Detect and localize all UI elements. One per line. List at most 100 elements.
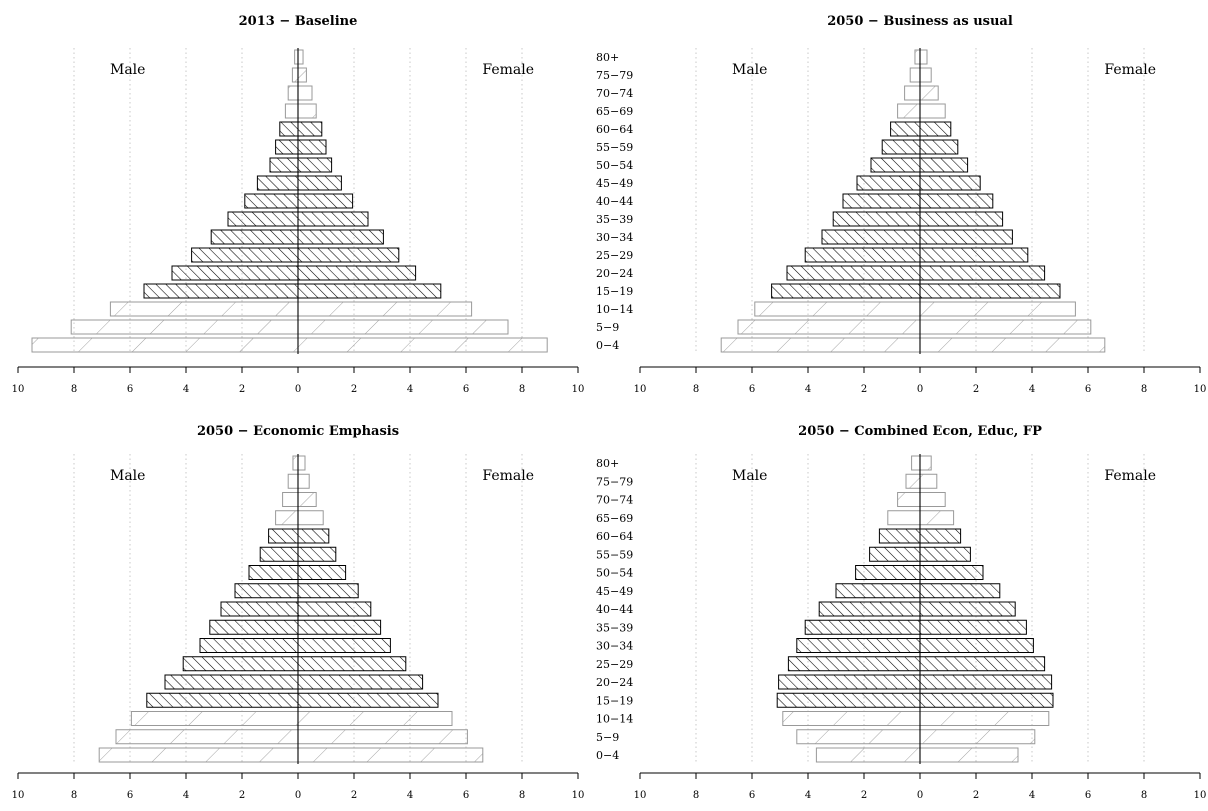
bar-female-70−74	[919, 492, 946, 507]
age-label-65−69: 65−69	[596, 512, 633, 525]
bar-female-25−29	[919, 247, 1029, 263]
bar-male-15−19	[776, 692, 921, 708]
bar-female-30−34	[297, 229, 384, 245]
pyramid-panel-3: 2050 − Economic Emphasis Male Female 10 8 6 4 2…	[12, 424, 585, 801]
bar-female-20−24	[297, 265, 417, 281]
age-label-30−34: 30−34	[596, 231, 633, 244]
bar-female-15−19	[919, 692, 1054, 708]
bar-female-75−79	[919, 473, 938, 489]
x-tick-label: 10	[572, 790, 585, 801]
bar-female-0−4	[919, 337, 1106, 353]
female-label: Female	[482, 468, 534, 484]
x-tick-label: 0	[917, 384, 923, 395]
bar-female-65−69	[919, 510, 955, 526]
age-label-20−24: 20−24	[596, 676, 633, 689]
x-tick-label: 0	[295, 790, 301, 801]
age-label-50−54: 50−54	[596, 159, 633, 172]
bar-female-80+	[919, 49, 928, 65]
bar-female-10−14	[297, 711, 453, 726]
bar-female-45−49	[919, 175, 981, 191]
bar-female-55−59	[297, 546, 337, 562]
bar-male-70−74	[287, 85, 299, 101]
bar-male-15−19	[146, 692, 299, 708]
bar-female-80+	[297, 49, 304, 65]
bar-female-75−79	[919, 67, 932, 83]
bar-male-5−9	[796, 729, 921, 745]
male-label: Male	[732, 468, 767, 484]
x-tick-label: 10	[12, 790, 25, 801]
bar-male-40−44	[818, 601, 921, 617]
bar-female-5−9	[297, 729, 468, 745]
bar-male-0−4	[31, 337, 299, 353]
age-label-60−64: 60−64	[596, 123, 633, 136]
bar-female-35−39	[919, 619, 1027, 635]
bar-female-10−14	[297, 301, 473, 317]
x-tick-label: 2	[861, 790, 867, 801]
bar-female-20−24	[919, 674, 1053, 690]
x-tick-label: 6	[463, 384, 469, 395]
age-label-55−59: 55−59	[596, 548, 633, 561]
bar-male-50−54	[855, 565, 921, 580]
bar-male-60−64	[268, 528, 299, 544]
bar-male-55−59	[275, 139, 299, 155]
bar-female-40−44	[919, 601, 1016, 617]
bar-male-0−4	[815, 747, 921, 763]
bar-male-70−74	[282, 492, 299, 507]
bar-male-20−24	[786, 265, 921, 281]
bar-male-80+	[914, 49, 921, 65]
bar-male-15−19	[771, 283, 921, 299]
bar-female-45−49	[297, 175, 342, 191]
age-label-40−44: 40−44	[596, 195, 633, 208]
age-label-50−54: 50−54	[596, 567, 633, 580]
bar-male-75−79	[905, 473, 921, 489]
x-tick-label: 10	[1194, 384, 1207, 395]
age-label-15−19: 15−19	[596, 285, 633, 298]
x-tick-label: 8	[1141, 384, 1147, 395]
bar-male-65−69	[897, 103, 921, 119]
age-label-75−79: 75−79	[596, 475, 633, 488]
female-label: Female	[1104, 62, 1156, 78]
bar-female-5−9	[919, 319, 1092, 335]
x-tick-label: 4	[183, 384, 189, 395]
bar-female-45−49	[297, 583, 359, 599]
bar-female-45−49	[919, 583, 1001, 599]
x-tick-label: 4	[805, 790, 811, 801]
x-tick-label: 10	[572, 384, 585, 395]
bar-female-55−59	[297, 139, 327, 155]
age-label-35−39: 35−39	[596, 213, 633, 226]
age-label-80+: 80+	[596, 457, 619, 470]
bar-male-5−9	[737, 319, 921, 335]
bar-male-50−54	[870, 157, 921, 173]
bar-male-25−29	[804, 247, 921, 263]
age-label-40−44: 40−44	[596, 603, 633, 616]
bar-male-60−64	[279, 121, 299, 137]
pyramid-panel-2: 2050 − Business as usual Male Female 0−4 5−9…	[596, 14, 1206, 395]
x-tick-label: 2	[351, 790, 357, 801]
bar-male-45−49	[835, 583, 921, 599]
bar-female-15−19	[297, 692, 439, 708]
age-label-10−14: 10−14	[596, 303, 633, 316]
x-tick-label: 8	[519, 790, 525, 801]
bar-female-50−54	[919, 157, 969, 173]
bar-male-80+	[292, 455, 299, 471]
bar-male-25−29	[787, 656, 921, 672]
bar-female-80+	[919, 455, 932, 471]
x-tick-label: 4	[805, 384, 811, 395]
female-label: Female	[482, 62, 534, 78]
bar-female-15−19	[297, 283, 442, 299]
bar-female-70−74	[297, 85, 313, 101]
bar-female-35−39	[297, 619, 382, 635]
x-tick-label: 4	[407, 384, 413, 395]
x-tick-label: 8	[71, 790, 77, 801]
bar-female-20−24	[919, 265, 1046, 281]
bar-male-40−44	[244, 193, 299, 209]
age-label-15−19: 15−19	[596, 694, 633, 707]
x-tick-label: 0	[295, 384, 301, 395]
age-label-25−29: 25−29	[596, 658, 633, 671]
age-label-20−24: 20−24	[596, 267, 633, 280]
x-tick-label: 10	[12, 384, 25, 395]
x-tick-label: 4	[1029, 790, 1035, 801]
bar-male-35−39	[832, 211, 921, 227]
bar-male-45−49	[234, 583, 299, 599]
